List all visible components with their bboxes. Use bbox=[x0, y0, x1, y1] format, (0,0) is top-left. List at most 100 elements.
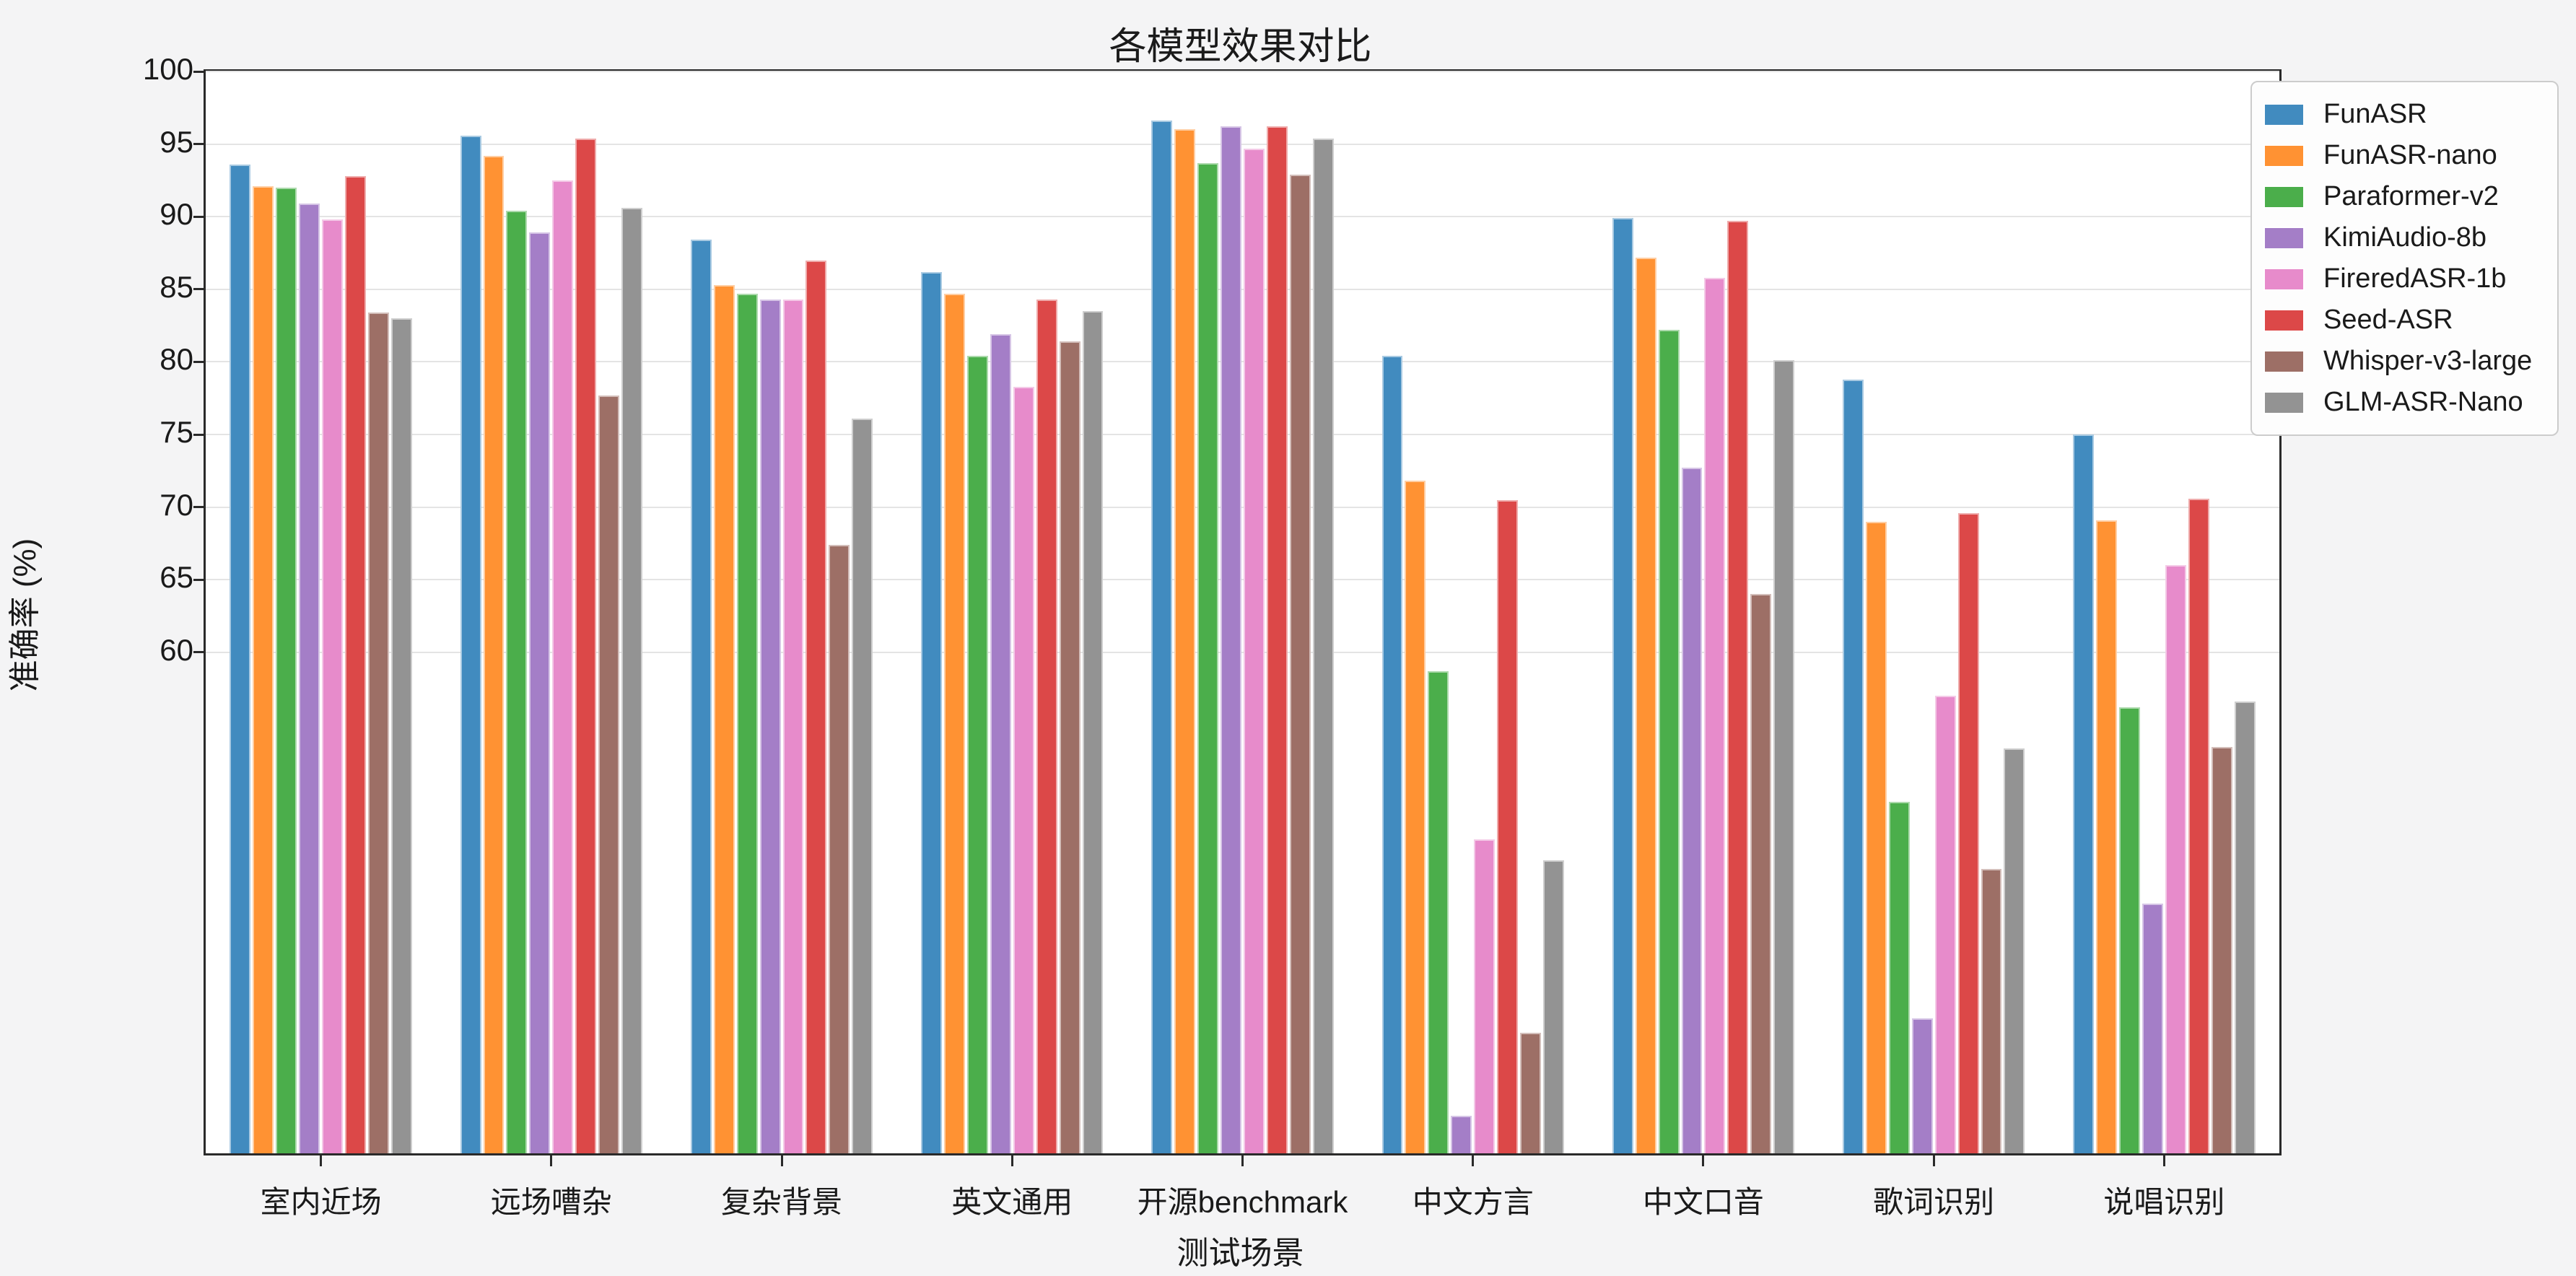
gridline-y-75 bbox=[206, 434, 2279, 436]
bar-Seed-ASR-中文口音 bbox=[1727, 221, 1749, 1153]
bar-FunASR-开源benchmark bbox=[1151, 121, 1173, 1153]
legend-swatch-GLM-ASR-Nano bbox=[2263, 390, 2305, 414]
gridline-y-60 bbox=[206, 651, 2279, 653]
x-tick-label-英文通用: 英文通用 bbox=[951, 1185, 1073, 1219]
bar-FireredASR-1b-中文方言 bbox=[1474, 839, 1496, 1153]
bar-GLM-ASR-Nano-中文口音 bbox=[1773, 360, 1795, 1153]
x-tick bbox=[1472, 1155, 1475, 1166]
y-tick bbox=[193, 215, 206, 218]
bar-FunASR-中文口音 bbox=[1612, 218, 1633, 1153]
legend-label: FunASR bbox=[2323, 99, 2427, 129]
bar-GLM-ASR-Nano-室内近场 bbox=[390, 318, 412, 1153]
x-tick-label-中文方言: 中文方言 bbox=[1412, 1185, 1534, 1219]
bar-FunASR-nano-中文口音 bbox=[1635, 257, 1656, 1153]
bar-FunASR-nano-中文方言 bbox=[1405, 481, 1426, 1153]
bar-GLM-ASR-Nano-复杂背景 bbox=[852, 418, 873, 1153]
gridline-y-80 bbox=[206, 361, 2279, 363]
bar-Seed-ASR-远场嘈杂 bbox=[575, 138, 597, 1153]
x-tick-label-说唱识别: 说唱识别 bbox=[2103, 1185, 2225, 1219]
bar-FunASR-中文方言 bbox=[1381, 356, 1403, 1153]
bar-KimiAudio-8b-歌词识别 bbox=[1911, 1018, 1933, 1153]
bar-Whisper-v3-large-说唱识别 bbox=[2211, 746, 2232, 1153]
bar-FunASR-英文通用 bbox=[921, 271, 942, 1153]
bar-FireredASR-1b-歌词识别 bbox=[1934, 696, 1956, 1153]
bar-Paraformer-v2-中文口音 bbox=[1658, 330, 1680, 1153]
y-axis-title: 准确率 (%) bbox=[7, 538, 43, 692]
bar-FireredASR-1b-开源benchmark bbox=[1244, 148, 1265, 1153]
bar-GLM-ASR-Nano-英文通用 bbox=[1082, 311, 1104, 1153]
bar-GLM-ASR-Nano-歌词识别 bbox=[2004, 748, 2025, 1153]
bar-GLM-ASR-Nano-说唱识别 bbox=[2234, 702, 2256, 1153]
bar-FunASR-nano-英文通用 bbox=[944, 293, 965, 1153]
y-tick-label-100: 100 bbox=[142, 52, 193, 86]
bar-Paraformer-v2-英文通用 bbox=[966, 356, 988, 1153]
legend-label: FireredASR-1b bbox=[2323, 263, 2507, 294]
legend-swatch-Seed-ASR bbox=[2263, 308, 2305, 332]
bar-FireredASR-1b-说唱识别 bbox=[2165, 565, 2186, 1153]
legend-item-FunASR-nano: FunASR-nano bbox=[2263, 135, 2544, 176]
x-tick bbox=[2162, 1155, 2165, 1166]
bar-KimiAudio-8b-中文方言 bbox=[1451, 1115, 1472, 1153]
bar-KimiAudio-8b-开源benchmark bbox=[1221, 126, 1241, 1153]
legend-item-Paraformer-v2: Paraformer-v2 bbox=[2263, 176, 2544, 217]
legend-item-GLM-ASR-Nano: GLM-ASR-Nano bbox=[2263, 382, 2544, 423]
y-tick-label-75: 75 bbox=[160, 415, 193, 450]
bar-FireredASR-1b-远场嘈杂 bbox=[552, 180, 574, 1153]
bar-Whisper-v3-large-复杂背景 bbox=[829, 544, 850, 1153]
y-tick-label-80: 80 bbox=[160, 342, 193, 377]
bar-FunASR-nano-开源benchmark bbox=[1174, 129, 1196, 1153]
y-tick bbox=[193, 360, 206, 363]
plot-area bbox=[193, 69, 2282, 1155]
bar-Whisper-v3-large-室内近场 bbox=[367, 313, 389, 1153]
bar-FunASR-nano-复杂背景 bbox=[713, 284, 735, 1153]
bar-Seed-ASR-说唱识别 bbox=[2188, 498, 2209, 1153]
bar-GLM-ASR-Nano-开源benchmark bbox=[1312, 138, 1334, 1153]
x-tick bbox=[1702, 1155, 1705, 1166]
bar-KimiAudio-8b-远场嘈杂 bbox=[529, 232, 551, 1153]
y-tick bbox=[193, 506, 206, 509]
bar-Seed-ASR-开源benchmark bbox=[1266, 126, 1288, 1153]
legend: FunASR FunASR-nano Paraformer-v2 KimiAudio-… bbox=[2250, 81, 2559, 436]
bar-FunASR-nano-歌词识别 bbox=[1865, 521, 1887, 1153]
y-tick bbox=[193, 578, 206, 581]
legend-item-Seed-ASR: Seed-ASR bbox=[2263, 300, 2544, 341]
bar-FireredASR-1b-中文口音 bbox=[1704, 277, 1726, 1153]
gridline-y-65 bbox=[206, 579, 2279, 581]
gridline-y-100 bbox=[206, 71, 2279, 72]
bar-KimiAudio-8b-室内近场 bbox=[299, 204, 320, 1153]
bar-Seed-ASR-歌词识别 bbox=[1957, 512, 1979, 1153]
bar-Seed-ASR-中文方言 bbox=[1497, 499, 1519, 1153]
y-tick-label-60: 60 bbox=[160, 632, 193, 667]
legend-label: FunASR-nano bbox=[2323, 140, 2497, 170]
gridline-y-85 bbox=[206, 288, 2279, 290]
x-tick-label-室内近场: 室内近场 bbox=[260, 1185, 382, 1219]
bar-GLM-ASR-Nano-远场嘈杂 bbox=[621, 208, 643, 1153]
bar-Whisper-v3-large-中文方言 bbox=[1520, 1033, 1541, 1153]
legend-item-Whisper-v3-large: Whisper-v3-large bbox=[2263, 341, 2544, 382]
bar-Seed-ASR-英文通用 bbox=[1036, 299, 1057, 1153]
bar-FunASR-复杂背景 bbox=[690, 240, 712, 1153]
y-tick-label-85: 85 bbox=[160, 269, 193, 304]
bar-Paraformer-v2-复杂背景 bbox=[736, 293, 758, 1153]
legend-swatch-Paraformer-v2 bbox=[2263, 185, 2305, 209]
bar-FunASR-nano-说唱识别 bbox=[2096, 520, 2118, 1153]
bar-Seed-ASR-复杂背景 bbox=[805, 260, 827, 1153]
x-tick-label-中文口音: 中文口音 bbox=[1642, 1185, 1764, 1219]
y-tick bbox=[193, 288, 206, 291]
legend-swatch-KimiAudio-8b bbox=[2263, 226, 2305, 250]
x-tick-label-开源benchmark: 开源benchmark bbox=[1137, 1185, 1348, 1219]
x-tick-label-远场嘈杂: 远场嘈杂 bbox=[490, 1185, 612, 1219]
legend-swatch-FunASR-nano bbox=[2263, 144, 2305, 167]
y-tick-label-70: 70 bbox=[160, 487, 193, 522]
bar-FireredASR-1b-复杂背景 bbox=[782, 299, 804, 1153]
bar-FunASR-室内近场 bbox=[230, 164, 251, 1153]
bar-GLM-ASR-Nano-中文方言 bbox=[1542, 860, 1564, 1153]
y-tick bbox=[193, 433, 206, 436]
bar-Paraformer-v2-说唱识别 bbox=[2119, 707, 2140, 1153]
x-tick bbox=[550, 1155, 553, 1166]
x-tick bbox=[780, 1155, 783, 1166]
y-tick-label-65: 65 bbox=[160, 560, 193, 595]
bar-Whisper-v3-large-远场嘈杂 bbox=[598, 395, 620, 1153]
legend-swatch-FireredASR-1b bbox=[2263, 267, 2305, 291]
